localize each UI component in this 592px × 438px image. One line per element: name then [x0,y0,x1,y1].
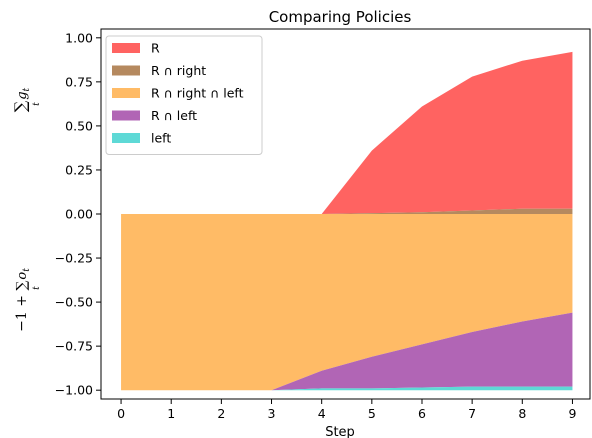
area-layers [121,51,573,391]
chart-title: Comparing Policies [269,8,412,26]
x-tick-label: 4 [318,406,326,421]
area-series-1 [121,208,573,214]
x-axis-ticks: 0 1 2 3 4 5 6 7 8 9 [117,399,576,421]
y-tick-label: −0.50 [55,295,93,310]
y-axis-label-top: ∑gt t [11,87,42,112]
x-tick-label: 8 [518,406,526,421]
x-tick-label: 3 [268,406,276,421]
area-series-3 [121,312,573,391]
y-tick-label: −0.75 [55,339,93,354]
x-tick-label: 5 [368,406,376,421]
y-tick-label: −0.25 [55,251,93,266]
x-tick-label: 6 [418,406,426,421]
y-tick-label: 0.50 [65,118,93,133]
area-series-4 [121,386,573,391]
x-axis-label: Step [325,425,355,438]
x-tick-label: 7 [468,406,476,421]
legend-swatch [112,65,140,76]
svg-text:t: t [32,286,42,290]
legend-swatch [112,110,140,121]
legend-label: R ∩ right [151,63,206,78]
x-tick-label: 0 [117,406,125,421]
svg-text:−1 + ∑ot: −1 + ∑ot [14,268,32,332]
x-tick-label: 2 [217,406,225,421]
legend-label: left [151,131,171,146]
y-axis-label-bottom: −1 + ∑ot t [14,268,42,332]
legend-label: R ∩ left [151,108,197,123]
legend-swatch [112,88,140,98]
legend: R R ∩ right R ∩ right ∩ left R ∩ left left [105,35,263,155]
y-tick-label: 0.75 [65,74,93,89]
legend-box [105,35,263,155]
svg-text:∑gt: ∑gt [11,87,32,112]
x-tick-label: 1 [167,406,175,421]
y-axis-ticks: 1.00 0.75 0.50 0.25 0.00 −0.25 −0.50 −0.75 −1.00 [55,30,101,398]
legend-label: R [151,41,160,56]
legend-swatch [112,43,140,53]
y-tick-label: 0.25 [65,162,93,177]
svg-text:t: t [32,102,42,106]
area-series-2 [121,214,573,391]
legend-label: R ∩ right ∩ left [151,86,244,101]
legend-swatch [112,133,140,143]
y-tick-label: −1.00 [55,383,93,398]
x-tick-label: 9 [568,406,576,421]
y-tick-label: 1.00 [65,30,93,45]
area-series-0 [121,51,573,215]
y-tick-label: 0.00 [65,207,93,222]
